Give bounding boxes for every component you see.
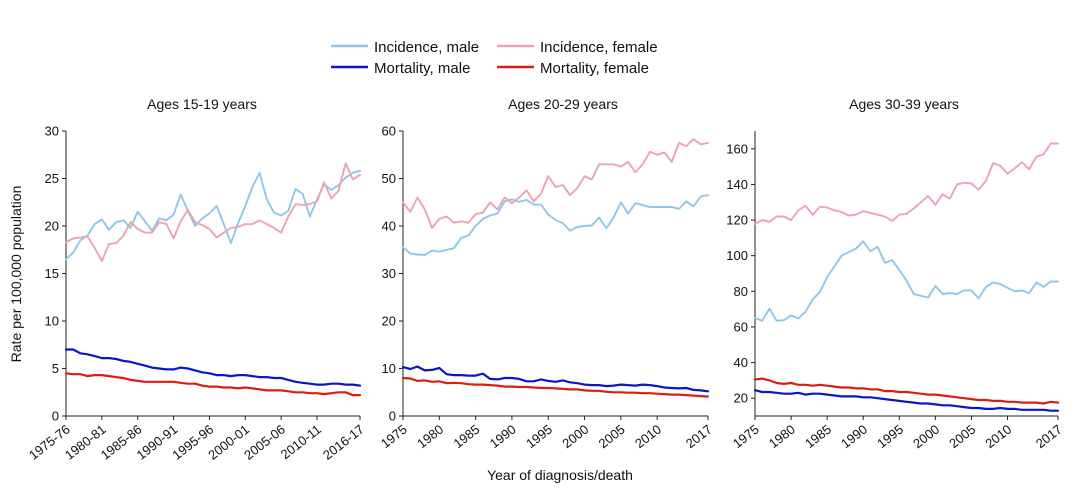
series-line-mortality-female bbox=[401, 376, 710, 398]
x-tick-label: 1995 bbox=[523, 422, 555, 452]
x-tick-label: 1975 bbox=[378, 422, 410, 452]
y-tick-label: 60 bbox=[382, 124, 396, 139]
legend-label-incidence-female: Incidence, female bbox=[540, 39, 658, 56]
series-line-incidence-female bbox=[402, 138, 709, 229]
y-tick-label: 0 bbox=[389, 409, 396, 424]
y-tick-label: 20 bbox=[382, 314, 396, 329]
series-line-mortality-male bbox=[401, 365, 710, 393]
y-axis-title: Rate per 100,000 population bbox=[8, 186, 24, 363]
y-tick-label: 100 bbox=[726, 248, 748, 263]
series-line-incidence-male bbox=[65, 169, 361, 261]
x-tick-label: 1980 bbox=[414, 422, 446, 452]
y-tick-label: 50 bbox=[382, 171, 396, 186]
x-tick-label: 1990 bbox=[838, 422, 870, 452]
x-tick-label: 2010 bbox=[632, 422, 664, 452]
series-line-incidence-male bbox=[402, 194, 709, 256]
y-tick-label: 20 bbox=[45, 219, 59, 234]
legend-label-mortality-female: Mortality, female bbox=[540, 60, 649, 77]
x-tick-label: 1990 bbox=[487, 422, 519, 452]
y-tick-label: 120 bbox=[726, 213, 748, 228]
x-tick-label: 1995 bbox=[874, 422, 906, 452]
y-tick-label: 10 bbox=[45, 314, 59, 329]
series-line-mortality-male bbox=[64, 348, 362, 387]
x-tick-label: 2010-11 bbox=[278, 422, 324, 463]
x-tick-label: 2017 bbox=[1033, 422, 1065, 452]
y-tick-label: 0 bbox=[52, 409, 59, 424]
x-tick-label: 2005 bbox=[596, 422, 628, 452]
y-tick-label: 140 bbox=[726, 177, 748, 192]
y-tick-label: 25 bbox=[45, 171, 59, 186]
y-tick-label: 80 bbox=[734, 284, 748, 299]
chart-panel-ages-30-39: Ages 30-39 years 20 40 60 80 100 120 140 160 197… bbox=[726, 96, 1065, 451]
y-tick-label: 20 bbox=[734, 391, 748, 406]
legend-label-incidence-male: Incidence, male bbox=[374, 39, 479, 56]
x-tick-label: 2010 bbox=[982, 422, 1014, 452]
chart-panel-ages-15-19: Ages 15-19 years 0510152025301975-761980… bbox=[26, 96, 367, 463]
series-line-incidence-female bbox=[754, 142, 1059, 225]
x-tick-label: 2005 bbox=[946, 422, 978, 452]
x-tick-label: 2000 bbox=[559, 422, 591, 452]
legend-label-mortality-male: Mortality, male bbox=[374, 60, 470, 77]
x-tick-label: 2016-17 bbox=[320, 422, 367, 463]
series-line-mortality-female bbox=[64, 372, 362, 397]
series-line-incidence-female bbox=[65, 162, 361, 263]
y-tick-label: 15 bbox=[45, 266, 59, 281]
x-tick-label: 2017 bbox=[683, 422, 715, 452]
series-line-incidence-male bbox=[754, 240, 1059, 322]
y-tick-label: 160 bbox=[726, 141, 748, 156]
series-line-mortality-male bbox=[753, 389, 1060, 412]
x-tick-label: 1985 bbox=[802, 422, 834, 452]
y-tick-label: 40 bbox=[734, 355, 748, 370]
y-tick-label: 30 bbox=[45, 124, 59, 139]
panel-title: Ages 30-39 years bbox=[849, 96, 959, 112]
x-tick-label: 1985 bbox=[450, 422, 482, 452]
x-tick-label: 2005-06 bbox=[241, 422, 288, 463]
legend: Incidence, male Incidence, female Mortal… bbox=[331, 39, 658, 77]
y-tick-label: 5 bbox=[52, 361, 59, 376]
y-tick-label: 10 bbox=[382, 361, 396, 376]
y-tick-label: 40 bbox=[382, 219, 396, 234]
x-tick-label: 1975 bbox=[730, 422, 762, 452]
series-line-mortality-female bbox=[753, 377, 1060, 405]
panel-title: Ages 15-19 years bbox=[147, 96, 257, 112]
y-tick-label: 60 bbox=[734, 319, 748, 334]
panel-title: Ages 20-29 years bbox=[508, 96, 618, 112]
x-axis-title: Year of diagnosis/death bbox=[487, 467, 633, 483]
x-tick-label: 1980 bbox=[766, 422, 798, 452]
y-tick-label: 30 bbox=[382, 266, 396, 281]
x-tick-label: 2000 bbox=[910, 422, 942, 452]
